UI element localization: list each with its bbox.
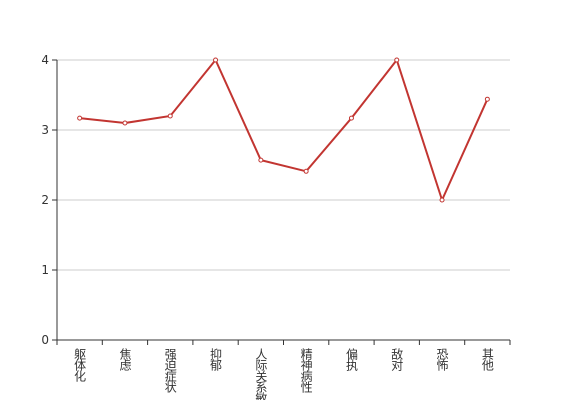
x-tick-label: 焦虑 xyxy=(118,348,132,371)
data-point xyxy=(484,96,490,102)
series-line xyxy=(79,57,489,203)
x-tick-label: 抑郁 xyxy=(209,347,223,372)
data-point xyxy=(258,157,264,163)
y-tick-label: 0 xyxy=(41,333,49,347)
x-tick-label: 敌对 xyxy=(390,347,404,371)
x-tick-label: 精神病性 xyxy=(299,348,313,394)
data-point xyxy=(303,168,309,174)
data-point xyxy=(167,113,173,119)
y-tick-label: 3 xyxy=(41,123,49,137)
x-tick-label: 恐怖 xyxy=(435,348,449,371)
y-tick-label: 2 xyxy=(41,193,49,207)
y-tick-label: 4 xyxy=(41,53,49,67)
x-tick-label: 躯体化 xyxy=(73,347,87,383)
x-tick-label: 其他 xyxy=(480,348,494,371)
x-tick-label: 强迫症状 xyxy=(163,348,177,393)
data-point xyxy=(77,115,83,121)
data-point xyxy=(213,57,219,63)
data-point xyxy=(122,120,128,126)
y-tick-label: 1 xyxy=(41,263,49,277)
data-point xyxy=(439,197,445,203)
x-tick-label: 人际关系敏感 xyxy=(254,348,268,400)
data-point xyxy=(394,57,400,63)
data-point xyxy=(348,115,354,121)
x-tick-label: 偏执 xyxy=(344,347,358,372)
